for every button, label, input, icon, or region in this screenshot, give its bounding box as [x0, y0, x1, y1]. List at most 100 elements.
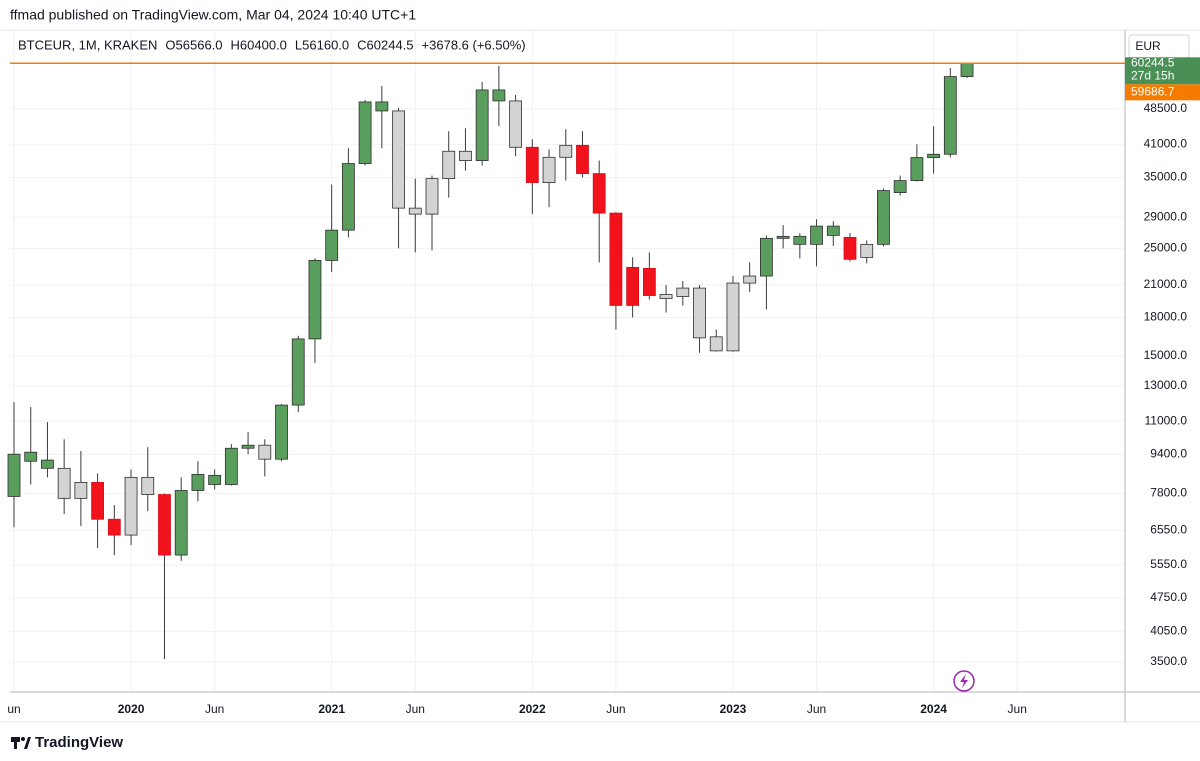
candle-body	[659, 294, 673, 299]
candle-body	[927, 153, 940, 158]
candle-body	[943, 76, 957, 155]
y-tick-label: 21000.0	[1144, 277, 1188, 291]
candle-body	[492, 89, 506, 102]
legend-item: BTCEUR, 1M, KRAKEN	[18, 37, 157, 52]
candle-body	[459, 150, 472, 161]
candle-body	[877, 190, 890, 245]
x-tick-label: Jun	[406, 702, 425, 716]
y-tick-label: 3500.0	[1150, 654, 1187, 668]
header: ffmad published on TradingView.com, Mar …	[10, 7, 416, 23]
x-tick-label: 2024	[920, 702, 947, 716]
candle-body	[609, 212, 623, 306]
x-tick-label: 2022	[519, 702, 546, 716]
candle-body	[626, 266, 640, 306]
legend-item: C60244.5	[357, 37, 413, 52]
last-price-label: 60244.5	[1131, 55, 1175, 69]
candle-body	[893, 180, 907, 193]
candle-body	[592, 173, 606, 214]
candle-body	[91, 482, 104, 520]
last-price-box	[1125, 57, 1200, 85]
candle-body	[141, 476, 155, 495]
logo	[11, 737, 31, 749]
candle-body	[392, 110, 405, 209]
legend-item: H60400.0	[231, 37, 287, 52]
candle-body	[258, 444, 272, 460]
y-tick-label: 18000.0	[1144, 310, 1188, 324]
countdown: 27d 15h	[1131, 68, 1174, 82]
candle-body	[709, 336, 723, 352]
y-tick-label: 48500.0	[1144, 101, 1188, 115]
currency[interactable]: EUR	[1135, 39, 1161, 53]
candle-body	[642, 268, 656, 296]
y-tick-label: 4750.0	[1150, 590, 1187, 604]
candle-body	[57, 467, 71, 499]
candle-body	[676, 287, 690, 297]
candle-body	[408, 207, 422, 215]
y-tick-label: 35000.0	[1144, 170, 1188, 184]
x-tick-label: 2020	[118, 702, 145, 716]
legend-item: O56566.0	[165, 37, 222, 52]
candle-body	[291, 338, 305, 406]
x-tick-label: un	[7, 702, 20, 716]
candle-body	[525, 146, 539, 183]
candle-body	[124, 476, 138, 536]
y-tick-label: 9400.0	[1150, 446, 1187, 460]
y-tick-label: 29000.0	[1144, 209, 1188, 223]
candle-body	[107, 518, 121, 536]
y-tick-label: 15000.0	[1144, 348, 1188, 362]
candle-body	[475, 89, 489, 161]
candle-body	[960, 62, 974, 77]
x-tick-label: Jun	[606, 702, 625, 716]
marker-label: 59686.7	[1131, 84, 1175, 98]
candle-body	[41, 459, 54, 469]
y-tick-label: 25000.0	[1144, 241, 1188, 255]
candle-body	[341, 163, 355, 231]
y-tick-label: 41000.0	[1144, 136, 1188, 150]
x-tick-label: Jun	[807, 702, 826, 716]
candle-body	[910, 157, 924, 182]
y-tick-label: 11000.0	[1145, 413, 1188, 427]
candle-body	[158, 494, 171, 556]
candle-body	[191, 473, 205, 491]
candle-body	[24, 451, 38, 462]
candle-body	[693, 287, 706, 339]
candle-body	[425, 178, 439, 215]
x-tick-label: 2023	[720, 702, 747, 716]
candle-body	[325, 229, 339, 261]
legend-item: L56160.0	[295, 37, 349, 52]
lightning-icon[interactable]	[953, 670, 975, 692]
x-tick-label: Jun	[1008, 702, 1027, 716]
candle-body	[74, 482, 88, 499]
candle-body	[559, 144, 573, 158]
candle-body	[726, 282, 740, 352]
candle-body	[208, 474, 222, 485]
candle-body	[375, 101, 389, 112]
y-tick-label: 5550.0	[1150, 557, 1187, 571]
x-tick-label: 2021	[318, 702, 345, 716]
y-tick-label: 6550.0	[1150, 522, 1187, 536]
candle-body	[224, 447, 238, 485]
candle-body	[241, 444, 255, 449]
candle-body	[760, 237, 773, 277]
candle-body	[793, 235, 807, 245]
candle-body	[743, 275, 757, 284]
candle-body	[542, 156, 556, 183]
y-tick-label: 13000.0	[1144, 378, 1188, 392]
candle-body	[860, 243, 874, 258]
candle-body	[776, 235, 790, 239]
candle-body	[843, 236, 857, 260]
marker-box	[1125, 84, 1200, 101]
candle-body	[810, 225, 823, 245]
y-tick-label: 4050.0	[1150, 624, 1187, 638]
candle-body	[442, 150, 456, 179]
candle-body	[358, 101, 372, 164]
candle-body	[576, 144, 589, 174]
x-tick-label: Jun	[205, 702, 224, 716]
plot	[7, 30, 1125, 692]
candle-body	[7, 453, 21, 497]
footer: TradingView	[35, 734, 123, 751]
candle-body	[275, 404, 288, 460]
legend-item: +3678.6 (+6.50%)	[422, 37, 526, 52]
candle-body	[509, 100, 523, 148]
